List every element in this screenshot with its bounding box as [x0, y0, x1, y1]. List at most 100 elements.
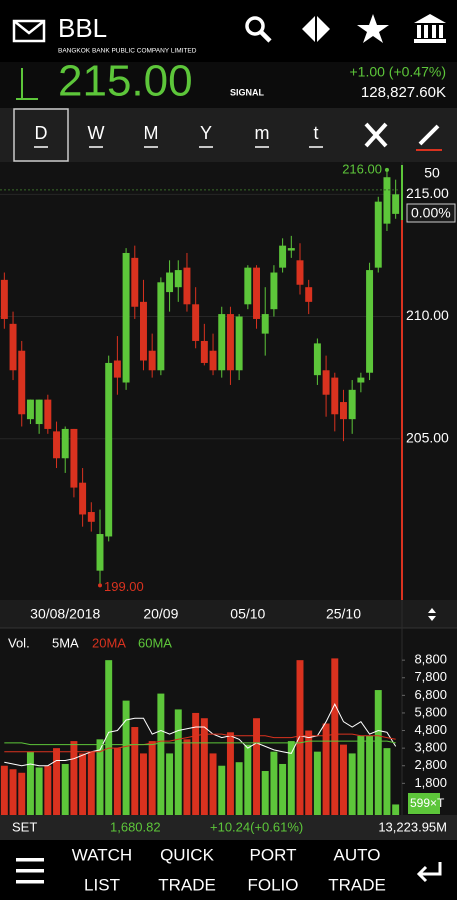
nav-item[interactable]: QUICK: [160, 845, 215, 864]
percent-badge: [406, 203, 456, 223]
tool-line: [364, 122, 388, 148]
signal-label[interactable]: SIGNAL: [230, 87, 265, 97]
volume-bar: [392, 804, 400, 815]
favorite-icon[interactable]: [357, 14, 389, 43]
candle-body: [366, 270, 374, 373]
nav-item[interactable]: LIST: [84, 875, 120, 894]
menu-line: [16, 858, 44, 862]
nav-item[interactable]: FOLIO: [247, 875, 298, 894]
top-label: 50: [424, 165, 440, 181]
volume-bar: [9, 769, 17, 815]
mail-icon[interactable]: [12, 19, 46, 43]
candle-body: [53, 431, 60, 459]
candle-body: [113, 360, 121, 378]
volume-bar: [192, 712, 200, 815]
volume-bar: [366, 735, 374, 815]
candle-body: [374, 201, 382, 268]
volume-badge-box: [408, 793, 440, 814]
candle-body: [322, 370, 330, 395]
y-tick-label: 8,800: [414, 652, 447, 667]
bank-pillar: [417, 25, 421, 38]
logo-icon[interactable]: [302, 15, 330, 43]
volume-bar: [148, 741, 156, 815]
symbol[interactable]: BBL: [58, 13, 107, 43]
search-handle: [259, 30, 272, 43]
y-tick-label: 210.00: [406, 307, 449, 323]
scroll-toggle-icon[interactable]: [428, 608, 436, 621]
volume-bar: [140, 753, 147, 815]
tools-icon[interactable]: [364, 122, 388, 148]
volume-bar: [70, 741, 78, 815]
volume-bar: [313, 751, 321, 815]
volume-bar: [348, 753, 356, 815]
y-tick-label: 4,800: [414, 722, 447, 737]
candle-body: [26, 399, 34, 420]
nav-item[interactable]: AUTO: [334, 845, 381, 864]
period-tab[interactable]: M: [144, 123, 159, 143]
candle-body: [305, 287, 313, 302]
candle-body: [340, 402, 347, 420]
volume-bar: [105, 660, 113, 815]
company-name: BANGKOK BANK PUBLIC COMPANY LIMITED: [58, 48, 197, 55]
price-pane: [0, 162, 457, 600]
period-tab[interactable]: W: [88, 123, 105, 143]
candle-body: [9, 323, 17, 371]
candle-body: [61, 428, 69, 459]
bank-icon[interactable]: [414, 14, 446, 43]
candle-body: [192, 304, 200, 341]
volume-bar: [322, 723, 330, 815]
candle-body: [261, 314, 269, 334]
candle-body: [79, 482, 87, 515]
top-bar: [0, 0, 457, 62]
volume-bar: [340, 744, 347, 815]
candle-body: [96, 534, 104, 571]
index-value: 1,680.82: [110, 819, 161, 834]
candle-body: [287, 248, 295, 251]
percent-label: 0.00%: [411, 205, 451, 221]
volume-bar: [270, 751, 278, 815]
volume-bar: [235, 762, 243, 815]
index-name: SET: [12, 819, 37, 834]
candle-body: [209, 350, 217, 371]
back-icon[interactable]: [416, 862, 442, 883]
volume-bar: [287, 741, 295, 815]
candle-body: [35, 399, 43, 425]
candle-body: [357, 377, 365, 383]
search-icon[interactable]: [245, 16, 272, 43]
volume-bar: [131, 727, 139, 815]
period-tab[interactable]: t: [313, 123, 318, 143]
y-tick-label: 7,800: [414, 669, 447, 684]
y-tick-label: 215.00: [406, 185, 449, 201]
nav-item[interactable]: TRADE: [158, 875, 216, 894]
candle-body: [131, 257, 139, 307]
volume-bar: [279, 763, 287, 815]
tab-bar: [0, 108, 457, 162]
nav-bar: [0, 840, 457, 900]
y-tick-label: 1,800: [414, 775, 447, 790]
last-price: 215.00: [58, 57, 193, 106]
period-tab[interactable]: m: [255, 123, 270, 143]
bank-pillar: [424, 25, 428, 38]
mail-shape: [12, 19, 46, 43]
volume-bar: [253, 718, 260, 815]
volume-bar: [35, 767, 43, 815]
nav-item[interactable]: WATCH: [72, 845, 132, 864]
volume-bar: [157, 693, 165, 815]
legend-entry: 60MA: [138, 635, 172, 650]
draw-icon[interactable]: [416, 124, 442, 151]
volume-bar: [244, 744, 252, 815]
menu-icon[interactable]: [16, 858, 44, 884]
period-tab[interactable]: Y: [200, 123, 212, 143]
volume-bar: [0, 765, 8, 815]
candle-body: [174, 270, 182, 288]
x-tick-label: 25/10: [326, 606, 361, 622]
menu-line: [16, 880, 44, 884]
mail-flap: [13, 20, 45, 35]
candle-body: [183, 267, 191, 305]
legend-entry: 5MA: [52, 635, 79, 650]
period-tab[interactable]: D: [35, 123, 48, 143]
nav-item[interactable]: PORT: [250, 845, 297, 864]
nav-item[interactable]: TRADE: [328, 875, 386, 894]
